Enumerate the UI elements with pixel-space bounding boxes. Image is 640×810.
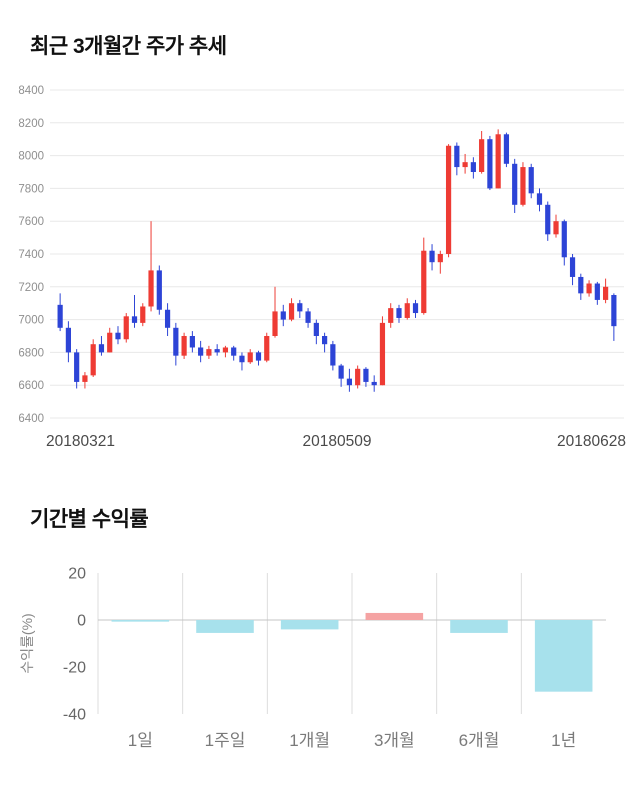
- svg-text:8200: 8200: [18, 118, 44, 130]
- svg-text:6600: 6600: [18, 380, 44, 392]
- svg-text:-20: -20: [63, 660, 86, 677]
- svg-text:7800: 7800: [18, 183, 44, 195]
- svg-text:7600: 7600: [18, 216, 44, 228]
- svg-text:3개월: 3개월: [374, 731, 415, 750]
- svg-text:-40: -40: [63, 707, 86, 724]
- price-trend-title: 최근 3개월간 주가 추세: [30, 35, 227, 58]
- price-candlestick-svg: 8400 8200 8000 7800 7600 7400 7200 7000 6800 6600…: [18, 85, 626, 450]
- svg-text:7400: 7400: [18, 249, 44, 261]
- svg-text:1년: 1년: [551, 731, 576, 750]
- svg-text:6800: 6800: [18, 347, 44, 359]
- svg-text:7000: 7000: [18, 315, 44, 327]
- candlestick-chart: 8400 8200 8000 7800 7600 7400 7200 7000 6800 6600…: [10, 80, 640, 455]
- svg-text:20180628: 20180628: [557, 433, 626, 450]
- svg-text:수익률(%): 수익률(%): [19, 613, 35, 673]
- svg-text:8000: 8000: [18, 151, 44, 163]
- svg-text:6개월: 6개월: [459, 731, 500, 750]
- svg-text:20180509: 20180509: [303, 433, 372, 450]
- svg-text:8400: 8400: [18, 85, 44, 97]
- svg-text:6400: 6400: [18, 413, 44, 425]
- svg-text:20: 20: [68, 566, 86, 583]
- svg-text:1일: 1일: [128, 731, 153, 750]
- svg-text:0: 0: [77, 613, 86, 630]
- returns-bar-chart: 20 0 -20 -40 수익률(%) 1일 1주일 1개월 3개월 6개월 1년: [10, 559, 640, 764]
- returns-bar-svg: 20 0 -20 -40 수익률(%) 1일 1주일 1개월 3개월 6개월 1년: [19, 566, 606, 750]
- svg-text:20180321: 20180321: [46, 433, 115, 450]
- svg-text:1주일: 1주일: [205, 731, 246, 750]
- svg-text:7200: 7200: [18, 282, 44, 294]
- svg-text:1개월: 1개월: [289, 731, 330, 750]
- returns-title: 기간별 수익률: [30, 508, 149, 531]
